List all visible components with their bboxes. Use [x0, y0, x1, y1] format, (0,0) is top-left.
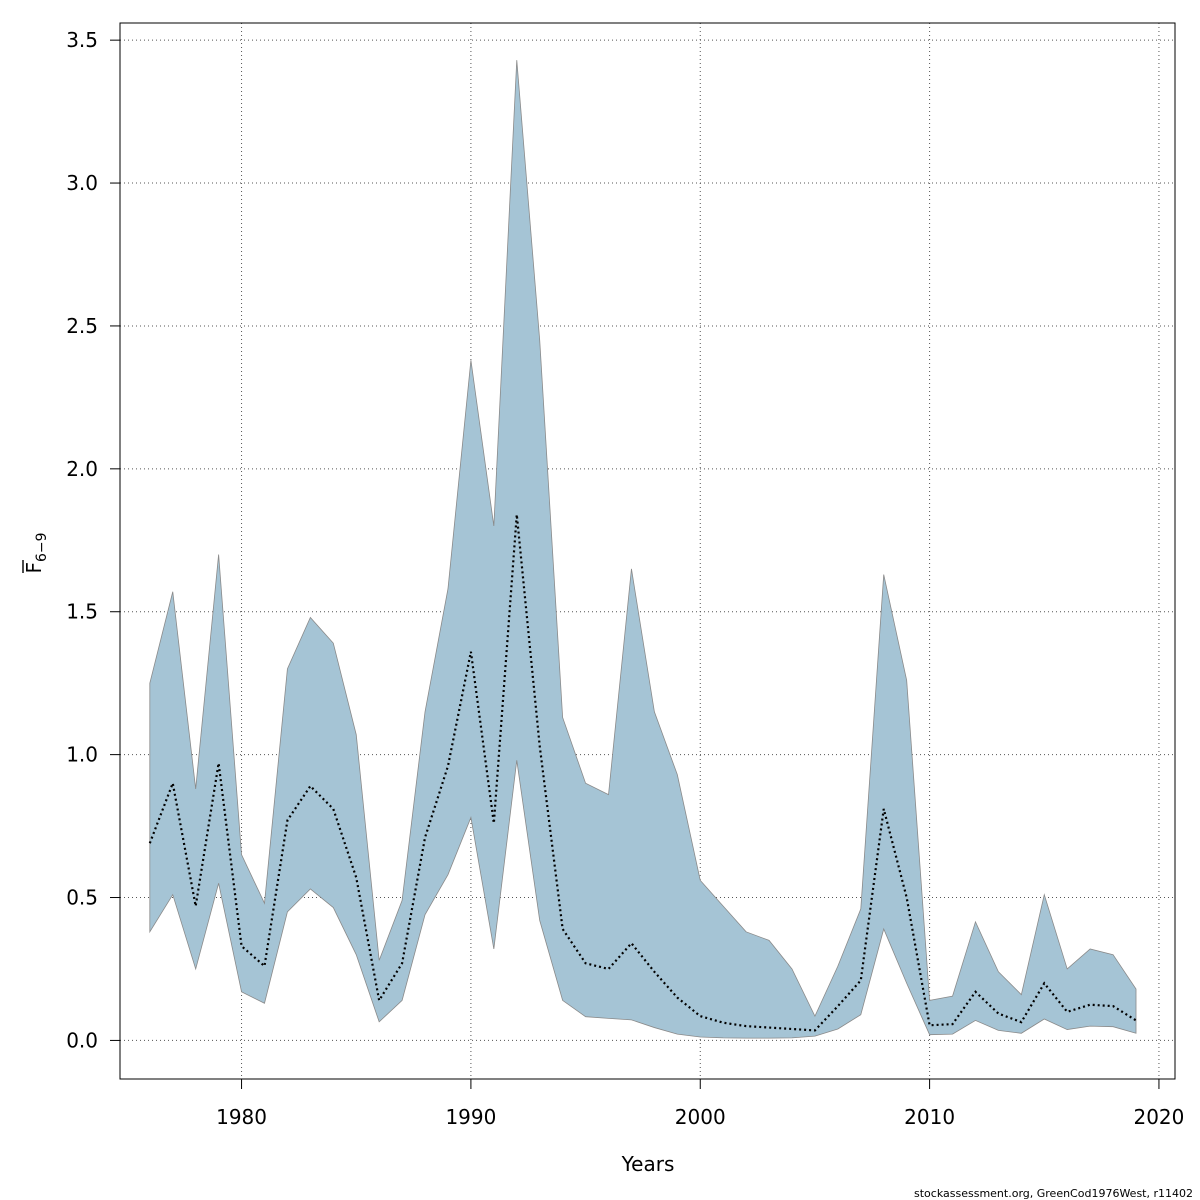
y-tick-label: 3.5: [66, 28, 98, 52]
y-axis: 0.0 0.5 1.0 1.5 2.0 2.5 3.0 3.5: [66, 28, 121, 1052]
y-tick-label: 0.5: [66, 886, 98, 910]
svg-text:F6−9: F6−9: [22, 532, 50, 573]
x-tick-label: 1990: [445, 1105, 496, 1129]
x-tick-label: 2010: [904, 1105, 955, 1129]
y-tick-label: 1.5: [66, 600, 98, 624]
confidence-band-layer: [149, 60, 1137, 1039]
x-axis: 1980 1990 2000 2010 2020: [216, 1078, 1184, 1129]
footer-credit: stockassessment.org, GreenCod1976West, r…: [914, 1187, 1193, 1200]
y-axis-label-subscript: 6−9: [34, 532, 50, 562]
confidence-band: [149, 60, 1137, 1039]
y-tick-label: 2.5: [66, 314, 98, 338]
y-tick-label: 0.0: [66, 1028, 98, 1052]
x-axis-label: Years: [621, 1152, 675, 1176]
y-tick-label: 2.0: [66, 457, 98, 481]
y-tick-label: 3.0: [66, 171, 98, 195]
y-axis-label-main: F: [22, 562, 46, 574]
x-tick-label: 2000: [675, 1105, 726, 1129]
x-tick-label: 1980: [216, 1105, 267, 1129]
x-tick-label: 2020: [1133, 1105, 1184, 1129]
y-tick-label: 1.0: [66, 743, 98, 767]
y-axis-label: F6−9: [22, 532, 50, 573]
